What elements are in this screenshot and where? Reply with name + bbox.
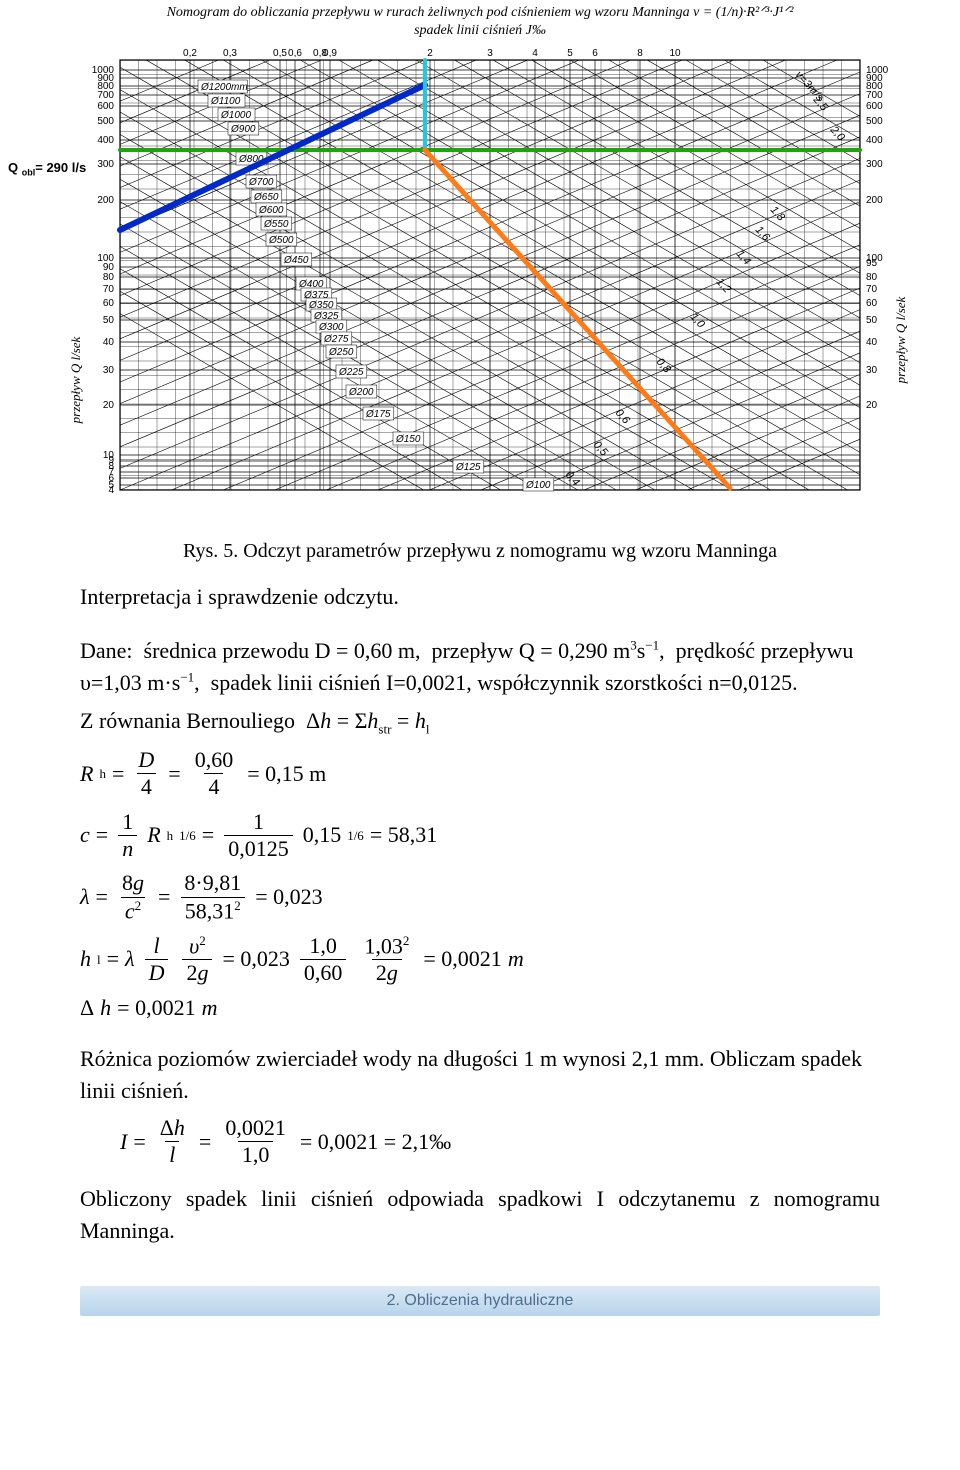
bernoulli-line: Z równania Bernouliego Δh = Σhstr = hl <box>80 705 880 739</box>
svg-text:60: 60 <box>103 298 115 309</box>
interp-heading: Interpretacja i sprawdzenie odczytu. <box>80 581 880 613</box>
svg-text:4: 4 <box>108 485 114 496</box>
svg-text:Ø600: Ø600 <box>258 205 284 216</box>
eq-dh: Δh = 0,0021m <box>80 995 880 1021</box>
figure-caption: Rys. 5. Odczyt parametrów przepływu z no… <box>0 540 960 563</box>
svg-text:40: 40 <box>103 337 115 348</box>
nomogram-chart: Nomogram do obliczania przepływu w rurac… <box>0 0 960 510</box>
svg-text:Ø650: Ø650 <box>253 192 279 203</box>
svg-text:przepływ Q l/sek: przepływ Q l/sek <box>68 336 83 424</box>
svg-text:0,6: 0,6 <box>288 48 302 59</box>
svg-text:0,5: 0,5 <box>591 439 611 459</box>
svg-text:Ø100: Ø100 <box>525 480 551 491</box>
dane-paragraph: Dane: średnica przewodu D = 0,60 m, prze… <box>80 635 880 699</box>
svg-text:1,2: 1,2 <box>714 276 733 295</box>
svg-text:6: 6 <box>592 48 598 59</box>
svg-text:4: 4 <box>532 48 538 59</box>
svg-text:Ø450: Ø450 <box>283 255 309 266</box>
svg-text:700: 700 <box>97 90 114 101</box>
eq-hl: hl = λ lD υ2 2g = 0,023 1,00,60 1,032 2g… <box>80 933 880 987</box>
svg-text:0,5: 0,5 <box>273 48 287 59</box>
svg-text:Ø1000: Ø1000 <box>220 110 251 121</box>
svg-text:0,2: 0,2 <box>183 48 197 59</box>
svg-text:Ø1100: Ø1100 <box>210 96 241 107</box>
eq-lambda: λ = 8g c2 = 8·9,81 58,312 = 0,023 <box>80 870 880 924</box>
svg-text:50: 50 <box>103 315 115 326</box>
svg-text:Ø1200mm: Ø1200mm <box>200 82 248 93</box>
svg-text:2: 2 <box>427 48 433 59</box>
svg-text:Ø700: Ø700 <box>248 177 274 188</box>
svg-text:200: 200 <box>97 195 114 206</box>
svg-text:80: 80 <box>866 272 878 283</box>
svg-text:Ø175: Ø175 <box>365 409 391 420</box>
svg-text:Ø500: Ø500 <box>268 235 294 246</box>
svg-text:Ø250: Ø250 <box>328 347 354 358</box>
svg-text:1,0: 1,0 <box>688 311 708 331</box>
svg-text:10: 10 <box>669 48 681 59</box>
eq-i: I = Δh l = 0,00211,0 = 0,0021 = 2,1‰ <box>120 1115 880 1169</box>
footer-bar: 2. Obliczenia hydrauliczne <box>80 1286 880 1316</box>
svg-text:700: 700 <box>866 90 883 101</box>
svg-text:300: 300 <box>866 159 883 170</box>
svg-text:2,0: 2,0 <box>827 123 847 144</box>
svg-text:600: 600 <box>97 101 114 112</box>
svg-text:30: 30 <box>103 365 115 376</box>
svg-text:Ø125: Ø125 <box>455 462 481 473</box>
svg-text:60: 60 <box>866 298 878 309</box>
svg-text:3: 3 <box>487 48 493 59</box>
page-root: Nomogram do obliczania przepływu w rurac… <box>0 0 960 1336</box>
svg-text:600: 600 <box>866 101 883 112</box>
svg-text:200: 200 <box>866 195 883 206</box>
svg-text:1,4: 1,4 <box>734 248 753 267</box>
svg-text:70: 70 <box>103 284 115 295</box>
svg-text:Ø900: Ø900 <box>230 124 256 135</box>
svg-text:spadek linii ciśnień J‰: spadek linii ciśnień J‰ <box>414 23 546 38</box>
svg-text:Ø200: Ø200 <box>348 387 374 398</box>
svg-text:500: 500 <box>97 116 114 127</box>
svg-text:30: 30 <box>866 365 878 376</box>
conclusion-paragraph: Obliczony spadek linii ciśnień odpowiada… <box>80 1183 880 1247</box>
svg-text:0,3: 0,3 <box>223 48 237 59</box>
svg-text:400: 400 <box>97 135 114 146</box>
svg-text:95: 95 <box>866 258 878 269</box>
eq-rh: Rh = D4 = 0,604 = 0,15 m <box>80 747 880 801</box>
svg-text:500: 500 <box>866 116 883 127</box>
svg-text:300: 300 <box>97 159 114 170</box>
svg-text:40: 40 <box>866 337 878 348</box>
q-obl-label: Q obl= 290 l/s <box>8 160 86 178</box>
svg-text:przepływ Q l/sek: przepływ Q l/sek <box>893 296 908 384</box>
svg-text:Ø150: Ø150 <box>395 434 421 445</box>
svg-text:50: 50 <box>866 315 878 326</box>
svg-text:8: 8 <box>637 48 643 59</box>
svg-text:1,6: 1,6 <box>753 224 773 244</box>
svg-text:Nomogram do obliczania przepły: Nomogram do obliczania przepływu w rurac… <box>166 5 795 20</box>
svg-text:Ø225: Ø225 <box>338 367 364 378</box>
roznica-paragraph: Różnica poziomów zwierciadeł wody na dłu… <box>80 1043 880 1107</box>
eq-c: c = 1n Rh1/6 = 10,0125 0,151/6 = 58,31 <box>80 809 880 863</box>
svg-text:400: 400 <box>866 135 883 146</box>
svg-text:Ø550: Ø550 <box>263 219 289 230</box>
svg-text:0,9: 0,9 <box>323 48 337 59</box>
svg-text:20: 20 <box>103 400 115 411</box>
nomogram-container: Nomogram do obliczania przepływu w rurac… <box>0 0 960 510</box>
svg-text:Ø275: Ø275 <box>323 334 349 345</box>
svg-text:80: 80 <box>103 272 115 283</box>
svg-text:0,6: 0,6 <box>613 407 633 427</box>
svg-text:5: 5 <box>567 48 573 59</box>
svg-text:70: 70 <box>866 284 878 295</box>
svg-text:20: 20 <box>866 400 878 411</box>
svg-text:Ø300: Ø300 <box>318 322 344 333</box>
